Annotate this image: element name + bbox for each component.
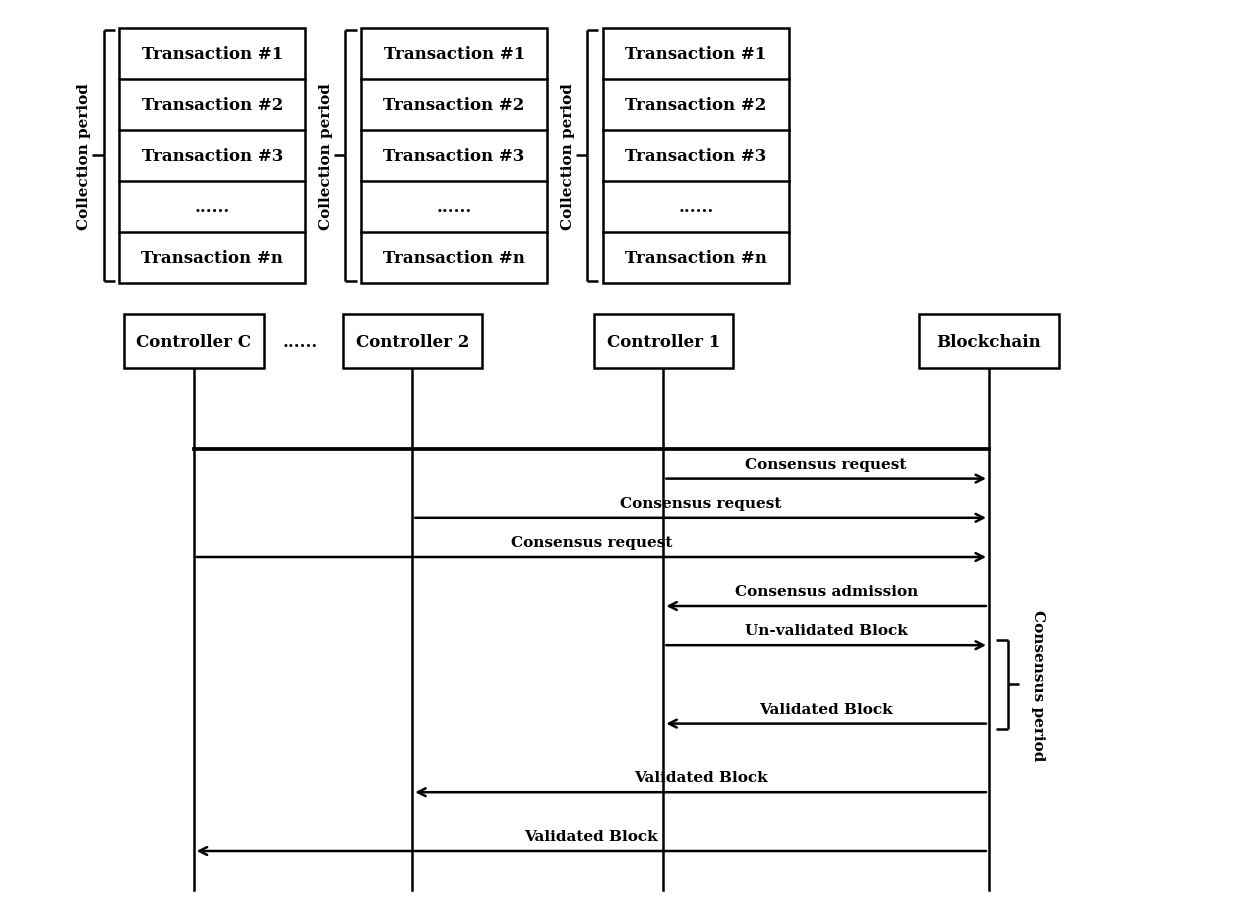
Bar (124, 315, 263, 369)
Text: Transaction #1: Transaction #1 (141, 46, 283, 62)
Bar (361, 28, 547, 283)
Bar (603, 28, 789, 283)
Text: Validated Block: Validated Block (759, 702, 893, 716)
Bar (919, 315, 1059, 369)
Text: Transaction #3: Transaction #3 (625, 148, 766, 165)
Text: Validated Block: Validated Block (634, 770, 768, 785)
Text: Transaction #2: Transaction #2 (141, 96, 283, 114)
Text: Un-validated Block: Un-validated Block (745, 624, 908, 638)
Text: Transaction #1: Transaction #1 (383, 46, 525, 62)
Text: ......: ...... (283, 334, 319, 350)
Text: Transaction #1: Transaction #1 (625, 46, 766, 62)
Text: Collection period: Collection period (77, 83, 91, 230)
Text: Controller C: Controller C (136, 334, 252, 350)
Text: ......: ...... (195, 199, 229, 215)
Bar (594, 315, 733, 369)
Text: Transaction #3: Transaction #3 (141, 148, 283, 165)
Text: Transaction #2: Transaction #2 (625, 96, 766, 114)
Text: Collection period: Collection period (560, 83, 574, 230)
Text: Collection period: Collection period (319, 83, 332, 230)
Text: ......: ...... (436, 199, 471, 215)
Text: Blockchain: Blockchain (936, 334, 1042, 350)
Text: Controller 2: Controller 2 (356, 334, 469, 350)
Text: Transaction #n: Transaction #n (625, 249, 766, 267)
Text: Transaction #n: Transaction #n (141, 249, 283, 267)
Text: Consensus period: Consensus period (1032, 609, 1045, 760)
Text: Consensus request: Consensus request (511, 536, 672, 550)
Bar (119, 28, 305, 283)
Text: Transaction #n: Transaction #n (383, 249, 525, 267)
Text: Transaction #3: Transaction #3 (383, 148, 525, 165)
Text: Controller 1: Controller 1 (606, 334, 720, 350)
Text: Consensus request: Consensus request (745, 458, 906, 471)
Text: Validated Block: Validated Block (525, 829, 658, 844)
Text: Consensus request: Consensus request (620, 496, 781, 510)
Text: ......: ...... (678, 199, 713, 215)
Bar (342, 315, 482, 369)
Text: Transaction #2: Transaction #2 (383, 96, 525, 114)
Text: Consensus admission: Consensus admission (734, 584, 918, 598)
